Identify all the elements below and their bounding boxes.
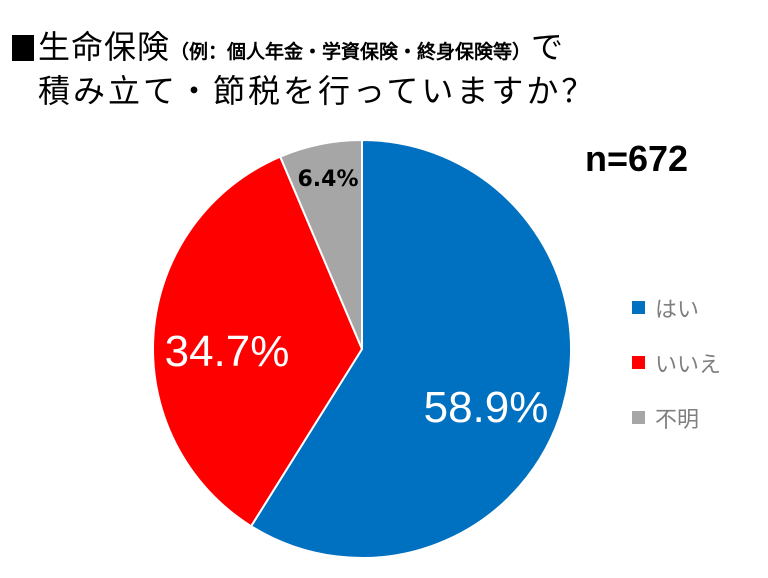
title-main: 生命保険 — [38, 28, 171, 66]
legend-swatch-yes-icon — [632, 301, 645, 314]
legend: はい いいえ 不明 — [632, 280, 721, 445]
legend-label-yes: はい — [655, 297, 700, 323]
legend-item-no: いいえ — [632, 335, 721, 390]
slice-label-unknown: 6.4% — [297, 167, 358, 192]
legend-item-yes: はい — [632, 280, 721, 335]
title-tail: で — [531, 28, 565, 66]
legend-swatch-unknown-icon — [632, 411, 645, 424]
pie-slice-no — [152, 155, 364, 528]
pie-slice-yes — [249, 138, 572, 559]
legend-item-unknown: 不明 — [632, 390, 721, 445]
slice-label-no: 34.7% — [165, 327, 290, 376]
sample-size-label: n=672 — [585, 138, 689, 179]
slice-label-yes: 58.9% — [424, 383, 549, 432]
legend-label-no: いいえ — [655, 352, 722, 378]
pie-slice-unknown — [278, 138, 363, 350]
title-square-marker-icon — [12, 35, 34, 61]
legend-swatch-no-icon — [632, 356, 645, 369]
legend-label-unknown: 不明 — [655, 407, 700, 433]
chart-title: 生命保険 （例：個人年金・学資保険・終身保険等） で 積み立て・節税を行っていま… — [12, 22, 596, 112]
title-parenthetical: （例：個人年金・学資保険・終身保険等） — [170, 41, 532, 63]
pie-slices — [152, 138, 572, 559]
title-line-1: 生命保険 （例：個人年金・学資保険・終身保険等） で — [12, 22, 596, 66]
title-line-2: 積み立て・節税を行っていますか？ — [38, 72, 597, 110]
